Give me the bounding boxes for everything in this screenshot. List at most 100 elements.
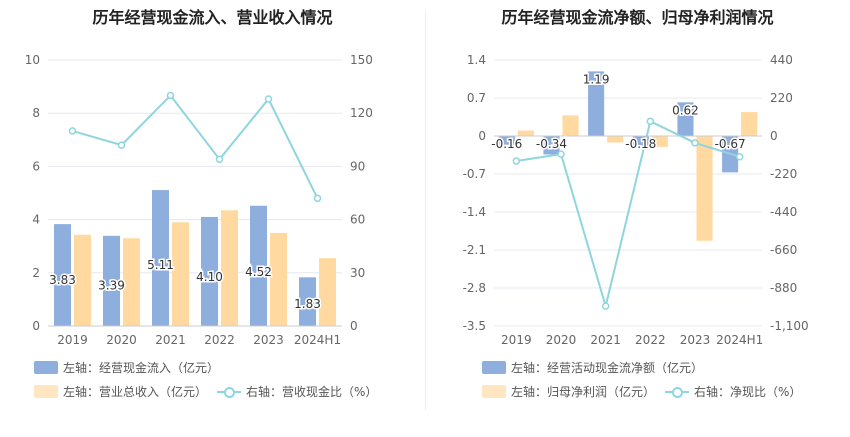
y-right-tick-label: -1,100 xyxy=(770,319,809,333)
bar-primary xyxy=(54,224,71,326)
bar-secondary xyxy=(319,258,336,326)
x-tick-label: 2022 xyxy=(635,333,666,347)
ratio-point xyxy=(215,155,224,164)
bar-data-label: 3.83 xyxy=(49,273,76,287)
bar-primary xyxy=(103,235,120,326)
bar-secondary xyxy=(696,136,713,241)
y-right-tick-label: -880 xyxy=(770,281,797,295)
y-left-tick-label: 8 xyxy=(32,106,40,120)
ratio-point xyxy=(557,150,565,158)
legend-item-net-profit[interactable]: 左轴：归母净利润（亿元） xyxy=(482,383,655,400)
y-left-tick-label: 0.7 xyxy=(467,91,486,105)
chart-panel-cash-inflow: 历年经营现金流入、营业收入情况 0 0 2 30 4 60 6 90 8 120 10 150 3.83… xyxy=(25,8,378,400)
ratio-line xyxy=(516,119,740,311)
bar-primary xyxy=(498,136,515,145)
ratio-point xyxy=(313,194,322,203)
y-right-tick-label: 150 xyxy=(350,53,373,67)
y-right-tick-label: -440 xyxy=(770,205,797,219)
bar-primary xyxy=(543,136,560,155)
ratio-point xyxy=(117,141,126,149)
ratio-point xyxy=(601,302,610,310)
bar-data-label: 1.83 xyxy=(294,297,321,311)
bar-data-label: -0.16 xyxy=(491,137,522,151)
ratio-point xyxy=(691,139,699,147)
bar-primary xyxy=(250,205,267,326)
x-tick-label: 2024H1 xyxy=(716,333,763,347)
x-tick-label: 2021 xyxy=(155,333,186,347)
legend-label: 左轴：营业总收入（亿元） xyxy=(63,385,208,399)
legend-label: 左轴：经营现金流入（亿元） xyxy=(63,361,220,375)
bar-data-label: -0.18 xyxy=(625,137,656,151)
legend-row-2: 左轴：营业总收入（亿元） 右轴：营收现金比（%） xyxy=(34,383,377,400)
chart-title: 历年经营现金流入、营业收入情况 xyxy=(92,8,333,27)
ratio-point xyxy=(646,117,655,126)
legend-item-revenue[interactable]: 左轴：营业总收入（亿元） xyxy=(34,383,207,400)
bar-secondary xyxy=(270,232,287,326)
bar-secondary xyxy=(651,136,668,147)
y-right-tick-label: 90 xyxy=(350,159,365,173)
legend-line-marker-icon xyxy=(665,385,690,398)
legend-row-1: 左轴：经营活动现金流净额（亿元） xyxy=(482,359,703,376)
x-tick-label: 2021 xyxy=(590,333,621,347)
x-tick-label: 2019 xyxy=(57,333,88,347)
x-tick-label: 2023 xyxy=(253,333,284,347)
ratio-point xyxy=(512,157,521,165)
bar-primary xyxy=(201,216,218,326)
bar-data-label: 0.62 xyxy=(672,103,699,117)
bar-data-label: 1.19 xyxy=(583,72,610,86)
y-left-tick-label: 0 xyxy=(478,129,486,143)
bar-data-label: -0.67 xyxy=(715,137,746,151)
x-tick-label: 2020 xyxy=(106,333,137,347)
legend-label: 左轴：经营活动现金流净额（亿元） xyxy=(511,361,704,375)
bar-secondary xyxy=(221,210,238,326)
ratio-point xyxy=(68,127,77,135)
y-left-tick-label: -0.7 xyxy=(463,167,486,181)
bar-secondary xyxy=(517,130,534,136)
chart-title: 历年经营现金流净额、归母净利润情况 xyxy=(501,8,774,27)
y-right-tick-label: 60 xyxy=(350,213,365,227)
y-right-tick-label: -660 xyxy=(770,243,797,257)
legend-row-1: 左轴：经营现金流入（亿元） xyxy=(34,359,219,376)
legend-item-net-cash-flow[interactable]: 左轴：经营活动现金流净额（亿元） xyxy=(482,359,703,376)
y-left-tick-label: -1.4 xyxy=(463,205,486,219)
bar-secondary xyxy=(741,112,758,136)
legend-swatch-blue xyxy=(482,361,506,374)
chart-svg: 0 0 2 30 4 60 6 90 8 120 10 150 3.83 3.39 5.11 4.10 4.52… xyxy=(25,53,373,347)
ratio-point xyxy=(166,91,175,100)
bar-primary xyxy=(677,102,694,136)
bar-primary xyxy=(588,71,605,136)
legend-swatch-orange xyxy=(482,385,506,398)
x-tick-label: 2024H1 xyxy=(294,333,341,347)
y-left-tick-label: 6 xyxy=(32,159,40,173)
bar-secondary xyxy=(172,222,189,326)
y-left-tick-label: 0 xyxy=(32,319,40,333)
bar-primary xyxy=(632,136,649,146)
y-right-tick-label: 0 xyxy=(770,129,778,143)
y-right-tick-label: 440 xyxy=(770,53,793,67)
chart-panel-net-cash-flow: 历年经营现金流净额、归母净利润情况 -3.5 -1,100 -2.8 -880 -2.1… xyxy=(425,0,850,437)
y-right-tick-label: -220 xyxy=(770,167,797,181)
legend-item-net-cash-ratio[interactable]: 右轴：净现比（%） xyxy=(665,383,801,400)
legend-label: 右轴：营收现金比（%） xyxy=(246,385,378,399)
bar-data-label: -0.34 xyxy=(536,137,567,151)
bar-secondary xyxy=(123,238,140,326)
y-left-tick-label: 2 xyxy=(32,266,40,280)
y-left-tick-label: -2.8 xyxy=(463,281,486,295)
panel-divider xyxy=(425,10,426,410)
y-left-tick-label: -2.1 xyxy=(463,243,486,257)
bar-data-label: 4.10 xyxy=(196,270,223,284)
bar-data-label: 3.39 xyxy=(98,278,125,292)
x-tick-label: 2023 xyxy=(680,333,711,347)
x-tick-label: 2019 xyxy=(501,333,532,347)
bar-secondary xyxy=(74,234,91,326)
legend-line-marker-icon xyxy=(217,385,242,398)
ratio-point xyxy=(264,95,273,103)
bar-primary xyxy=(299,277,316,326)
legend-item-cash-inflow[interactable]: 左轴：经营现金流入（亿元） xyxy=(34,359,219,376)
legend-item-cash-ratio[interactable]: 右轴：营收现金比（%） xyxy=(217,383,377,400)
legend-label: 右轴：净现比（%） xyxy=(694,385,802,399)
x-tick-label: 2022 xyxy=(204,333,235,347)
y-left-tick-label: 1.4 xyxy=(467,53,486,67)
legend-row-2: 左轴：归母净利润（亿元） 右轴：净现比（%） xyxy=(482,383,801,400)
bar-data-label: 4.52 xyxy=(245,265,272,279)
